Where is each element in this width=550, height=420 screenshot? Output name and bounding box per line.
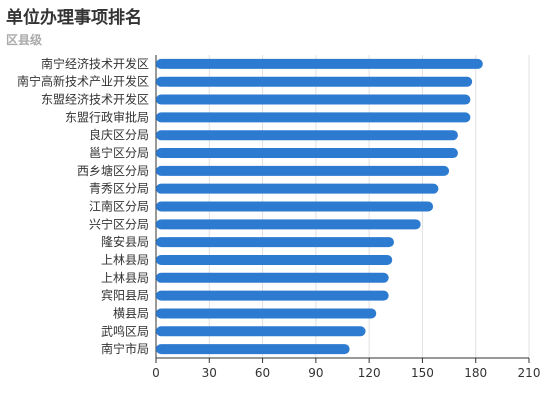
- bar: [156, 219, 421, 230]
- y-tick-label: 南宁经济技术开发区: [41, 56, 149, 71]
- y-tick-label: 江南区分局: [89, 199, 149, 214]
- x-tick-label: 90: [308, 366, 323, 380]
- y-tick-label: 邕宁区分局: [89, 145, 149, 160]
- y-tick-label: 宾阳县局: [101, 288, 149, 303]
- y-tick-label: 上林县局: [101, 271, 149, 285]
- y-tick-label: 隆安县局: [101, 234, 149, 249]
- y-tick-label: 东盟行政审批局: [65, 109, 149, 124]
- x-tick-label: 180: [464, 366, 487, 380]
- bar: [156, 272, 389, 283]
- y-tick-label: 南宁高新技术产业开发区: [17, 74, 149, 89]
- y-tick-label: 良庆区分局: [89, 127, 149, 142]
- x-tick-label: 210: [518, 366, 541, 380]
- y-tick-label: 南宁市局: [101, 341, 149, 356]
- y-tick-label: 兴宁区分局: [89, 216, 149, 231]
- bar: [156, 237, 395, 248]
- bar: [156, 201, 434, 212]
- x-tick-label: 0: [152, 366, 160, 380]
- x-tick-label: 150: [411, 366, 434, 380]
- bar: [156, 183, 439, 194]
- chart-title: 单位办理事项排名: [6, 8, 142, 28]
- x-tick-label: 60: [255, 366, 270, 380]
- y-tick-label: 西乡塘区分局: [77, 163, 149, 178]
- bar: [156, 290, 389, 301]
- x-tick-label: 120: [358, 366, 381, 380]
- bar: [156, 254, 393, 265]
- x-tick-label: 30: [202, 366, 217, 380]
- bar: [156, 112, 471, 123]
- bar: [156, 94, 471, 105]
- bar: [156, 165, 450, 176]
- y-tick-label: 东盟经济技术开发区: [41, 92, 149, 107]
- y-tick-label: 上林县局: [101, 253, 149, 267]
- y-tick-label: 横县局: [113, 306, 149, 320]
- chart-subtitle: 区县级: [6, 33, 43, 47]
- bar: [156, 148, 458, 159]
- y-tick-label: 青秀区分局: [89, 182, 149, 196]
- bar: [156, 308, 377, 319]
- bar: [156, 326, 366, 337]
- y-tick-label: 武鸣区局: [101, 323, 149, 338]
- bar: [156, 344, 350, 355]
- bar: [156, 76, 473, 87]
- bar: [156, 130, 458, 141]
- bar: [156, 58, 483, 69]
